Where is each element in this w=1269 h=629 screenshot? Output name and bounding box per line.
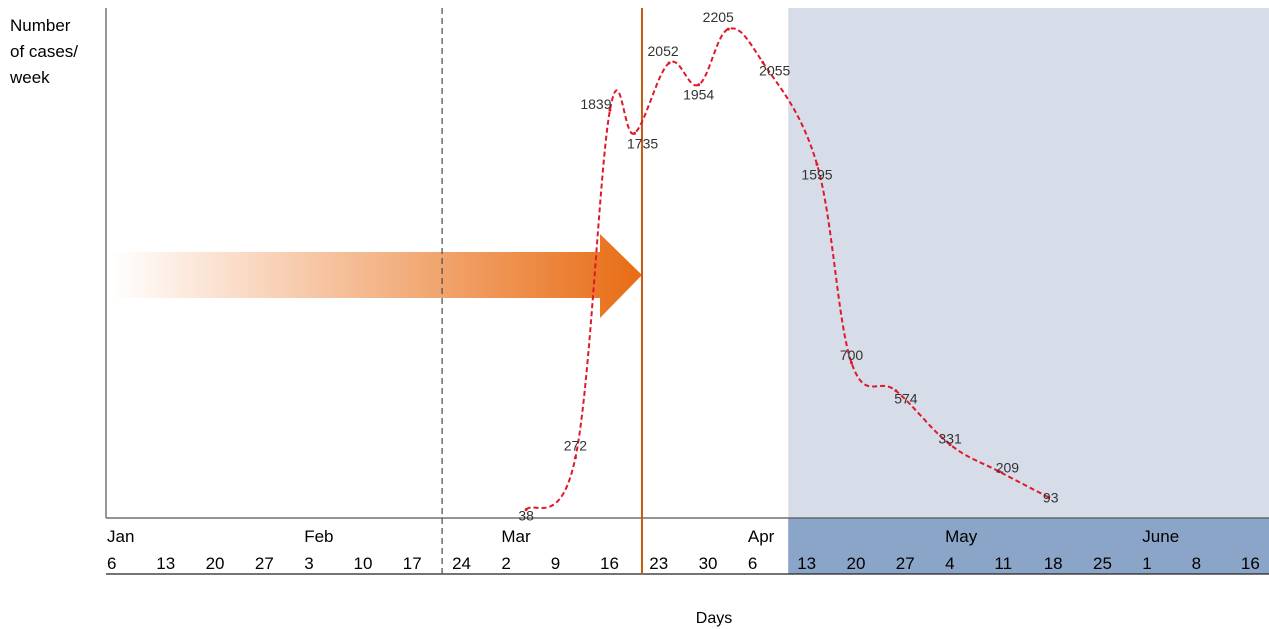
- data-point: [726, 27, 730, 31]
- day-tick-label: 4: [945, 554, 954, 573]
- day-tick-label: 30: [699, 554, 718, 573]
- day-tick-label: 17: [403, 554, 422, 573]
- day-tick-label: 8: [1192, 554, 1201, 573]
- y-axis-label-line-2: of cases/: [10, 42, 78, 61]
- data-point: [524, 508, 528, 512]
- data-label: 331: [938, 431, 962, 447]
- data-label: 38: [518, 508, 534, 524]
- shaded-axis-band: [788, 518, 1269, 574]
- data-label: 1839: [580, 96, 611, 112]
- cases-series-line: [525, 27, 1050, 511]
- data-label: 2205: [703, 9, 734, 25]
- data-point: [667, 61, 671, 65]
- month-label: May: [945, 527, 978, 546]
- data-label: 209: [996, 460, 1020, 476]
- day-tick-label: 27: [255, 554, 274, 573]
- day-tick-label: 1: [1142, 554, 1151, 573]
- day-tick-label: 18: [1044, 554, 1063, 573]
- day-tick-label: 9: [551, 554, 560, 573]
- month-label: Mar: [501, 527, 531, 546]
- day-tick-label: 16: [600, 554, 619, 573]
- data-point: [850, 361, 853, 365]
- data-label: 1954: [683, 87, 714, 103]
- x-axis-title: Days: [696, 610, 732, 627]
- day-tick-label: 25: [1093, 554, 1112, 573]
- data-label: 1735: [627, 135, 658, 151]
- data-label: 93: [1043, 489, 1059, 505]
- data-point: [1047, 495, 1051, 499]
- day-tick-label: 23: [649, 554, 668, 573]
- data-point: [894, 389, 898, 393]
- data-label: 1595: [801, 166, 832, 182]
- data-point: [761, 60, 765, 64]
- y-axis-label-line-3: week: [9, 68, 50, 87]
- data-point: [815, 162, 819, 166]
- data-point: [997, 470, 1001, 474]
- intervention-arrow: [112, 234, 642, 318]
- day-tick-label: 3: [304, 554, 313, 573]
- day-tick-label: 24: [452, 554, 471, 573]
- data-label: 2055: [759, 62, 790, 78]
- day-tick-label: 11: [994, 554, 1012, 573]
- day-tick-label: 13: [156, 554, 175, 573]
- month-label: June: [1142, 527, 1179, 546]
- data-label: 700: [840, 347, 864, 363]
- month-label: Apr: [748, 527, 775, 546]
- data-point: [948, 443, 952, 447]
- day-tick-label: 27: [896, 554, 915, 573]
- data-point: [573, 456, 577, 460]
- day-tick-label: 16: [1241, 554, 1260, 573]
- day-tick-label: 6: [107, 554, 116, 573]
- day-tick-label: 10: [354, 554, 373, 573]
- month-label: Feb: [304, 527, 333, 546]
- y-axis-label-line-1: Number: [10, 16, 71, 35]
- month-label: Jan: [107, 527, 134, 546]
- data-point: [608, 108, 612, 112]
- data-point: [633, 131, 637, 135]
- data-label: 272: [564, 438, 588, 454]
- day-tick-label: 6: [748, 554, 757, 573]
- data-point: [697, 83, 701, 87]
- day-tick-label: 20: [847, 554, 866, 573]
- day-tick-label: 2: [501, 554, 510, 573]
- day-tick-label: 20: [206, 554, 225, 573]
- data-label: 2052: [648, 43, 679, 59]
- shaded-period: [788, 8, 1269, 518]
- data-label: 574: [894, 391, 918, 407]
- day-tick-label: 13: [797, 554, 816, 573]
